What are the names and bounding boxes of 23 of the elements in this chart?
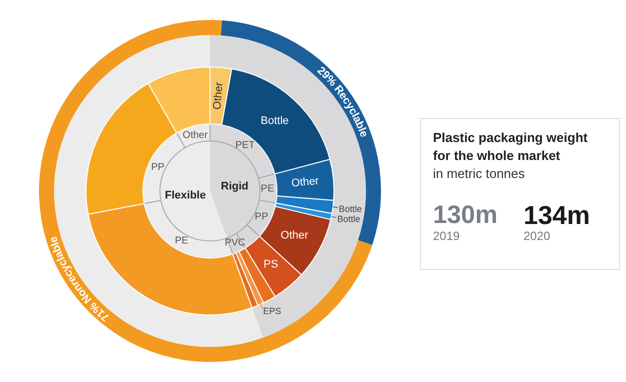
slice-label: PVC bbox=[224, 238, 246, 249]
slice-label: Rigid bbox=[220, 180, 248, 193]
slice-label: PE bbox=[174, 236, 189, 247]
slice-label: Bottle bbox=[260, 114, 289, 127]
slice-label: Other bbox=[211, 81, 226, 110]
text: Plastic packaging weight for the whole market bbox=[433, 129, 589, 165]
slice-label: PE bbox=[260, 184, 274, 195]
text: in metric tonnes bbox=[433, 166, 526, 181]
data-label: 134m bbox=[524, 200, 590, 230]
slice-label: PS bbox=[264, 258, 278, 271]
category-label: 2019 bbox=[433, 229, 461, 243]
data-label: 130m bbox=[433, 201, 498, 229]
slice-label: EPS bbox=[263, 306, 282, 316]
slice-label: Other bbox=[290, 175, 320, 190]
slice-label: Bottle bbox=[338, 204, 362, 214]
slice-label: PP bbox=[151, 162, 165, 173]
category-label: 2020 bbox=[524, 229, 552, 243]
slice-label: Other bbox=[280, 230, 308, 242]
slice-label: Other bbox=[182, 130, 208, 142]
slice-label: Bottle bbox=[337, 214, 360, 224]
slice-label: Flexible bbox=[164, 189, 206, 202]
slice-label: PP bbox=[254, 211, 268, 222]
slice-label: PET bbox=[235, 140, 255, 152]
